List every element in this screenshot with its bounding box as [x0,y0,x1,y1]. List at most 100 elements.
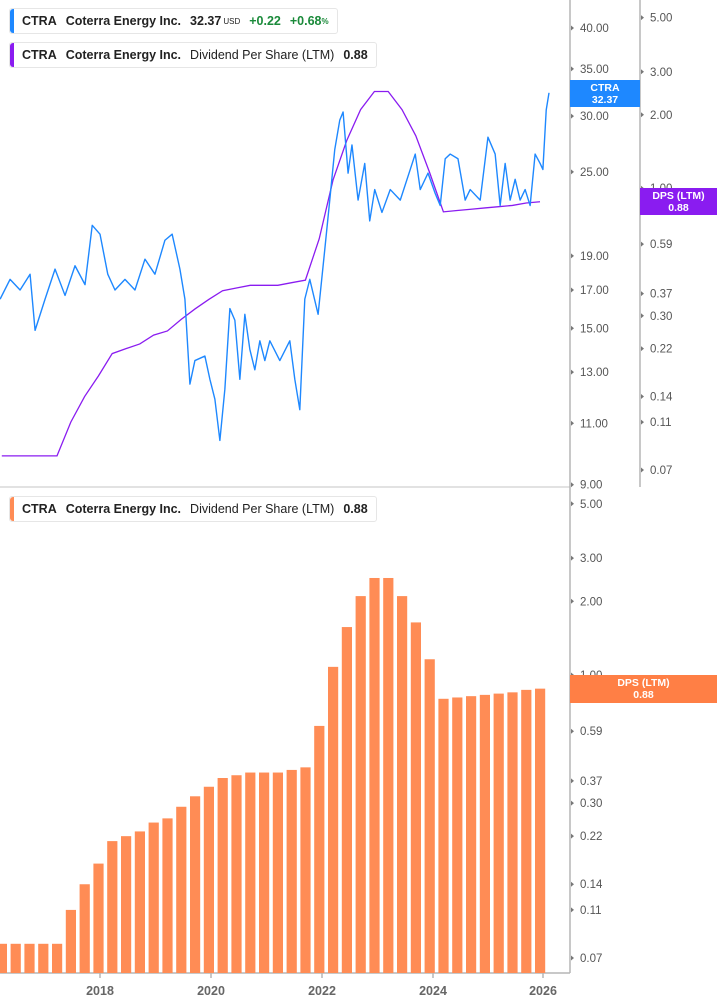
tick-mark [641,419,644,425]
dps-bar [286,769,297,973]
price-tag: CTRA 32.37 [570,80,640,107]
dps-top-tick-label: 3.00 [650,67,672,79]
tick-mark [571,833,574,839]
dps-bar [341,627,352,973]
legend-ticker: CTRA [22,502,57,516]
dps-top-tick-label: 0.37 [650,289,672,301]
dps-bar [328,666,339,973]
dps-bar [535,688,546,973]
legend-company: Coterra Energy Inc. [65,14,182,28]
dps-bar [466,696,477,973]
tick-mark [571,955,574,961]
dps-bar [176,806,187,973]
dps-top-tick-label: 5.00 [650,13,672,25]
dps-bottom-tick-label: 2.00 [580,596,602,608]
price-tick-label: 11.00 [580,418,608,430]
dps-bar [93,863,104,973]
legend-color-bar [10,9,14,33]
dps-bottom-tick-label: 0.30 [580,798,602,810]
dps-legend-top[interactable]: CTRA Coterra Energy Inc. Dividend Per Sh… [9,42,377,68]
dps-top-tick-label: 0.07 [650,465,672,477]
dps-bar [190,796,201,973]
legend-change-pct: +0.68 [289,14,322,28]
legend-color-bar [10,43,14,67]
tick-mark [641,112,644,118]
tag-label: DPS (LTM) [617,677,670,689]
dps-bar [38,943,49,973]
dps-bar [217,778,228,973]
price-line [0,92,550,442]
price-tick-label: 25.00 [580,167,609,179]
dps-legend-bottom[interactable]: CTRA Coterra Energy Inc. Dividend Per Sh… [9,496,377,522]
tick-mark [641,394,644,400]
dps-bar [79,884,90,973]
tick-mark [571,881,574,887]
price-tick-label: 17.00 [580,285,609,297]
tick-mark [641,346,644,352]
price-tick-label: 15.00 [580,323,609,335]
dps-bar [245,772,256,973]
dps-bar [521,689,532,973]
dps-bottom-tick-label: 3.00 [580,553,602,565]
legend-value: 0.88 [343,502,368,516]
dps-bar [410,622,421,973]
tag-label: CTRA [590,82,620,94]
legend-metric: Dividend Per Share (LTM) [190,502,335,516]
dps-top-tick-label: 0.14 [650,392,673,404]
dps-bottom-tick-label: 0.22 [580,831,602,843]
dps-bar [479,694,490,973]
dps-bar [24,943,35,973]
tick-mark [571,800,574,806]
price-tick-label: 30.00 [580,111,609,123]
dps-bar [231,775,242,973]
dps-bar [383,577,394,973]
dps-bar [272,772,283,973]
dps-bar [300,767,311,973]
dps-tag-top: DPS (LTM) 0.88 [640,188,717,215]
dps-bar [355,596,366,973]
tick-mark [571,169,574,175]
dps-bar [162,818,173,973]
x-tick-label: 2020 [197,984,225,998]
tick-mark [571,482,574,488]
price-legend[interactable]: CTRA Coterra Energy Inc. 32.37 USD +0.22… [9,8,338,34]
tag-label: DPS (LTM) [652,190,705,202]
dps-bar [369,577,380,973]
legend-pct-sign: % [321,16,329,26]
dps-top-tick-label: 0.11 [650,417,672,429]
tick-mark [571,66,574,72]
legend-price: 32.37 [190,14,222,28]
tick-mark [641,241,644,247]
tick-mark [571,907,574,913]
dps-bar [452,697,463,973]
tick-mark [641,467,644,473]
dps-bar [397,596,408,973]
price-tick-label: 35.00 [580,64,609,76]
tick-mark [571,501,574,507]
dps-bottom-tick-label: 0.11 [580,905,602,917]
legend-currency: USD [223,16,241,26]
dps-top-tick-label: 0.22 [650,344,672,356]
tick-mark [571,420,574,426]
tick-mark [641,15,644,21]
tick-mark [571,728,574,734]
x-tick-label: 2024 [419,984,447,998]
dps-top-tick-label: 2.00 [650,110,672,122]
dps-bottom-tick-label: 0.14 [580,879,603,891]
legend-company: Coterra Energy Inc. [65,48,182,62]
tick-mark [571,287,574,293]
dps-top-tick-label: 0.59 [650,239,672,251]
dps-bar [148,822,159,973]
tick-mark [571,369,574,375]
dps-bar [259,772,270,973]
x-tick-label: 2022 [308,984,336,998]
dps-bar [493,693,504,973]
legend-ticker: CTRA [22,48,57,62]
dps-bottom-tick-label: 0.07 [580,953,602,965]
legend-value: 0.88 [343,48,368,62]
legend-metric: Dividend Per Share (LTM) [190,48,335,62]
dps-bar [121,836,132,973]
dps-bar [424,659,435,973]
tick-mark [571,113,574,119]
dps-tag-bottom: DPS (LTM) 0.88 [570,675,717,703]
